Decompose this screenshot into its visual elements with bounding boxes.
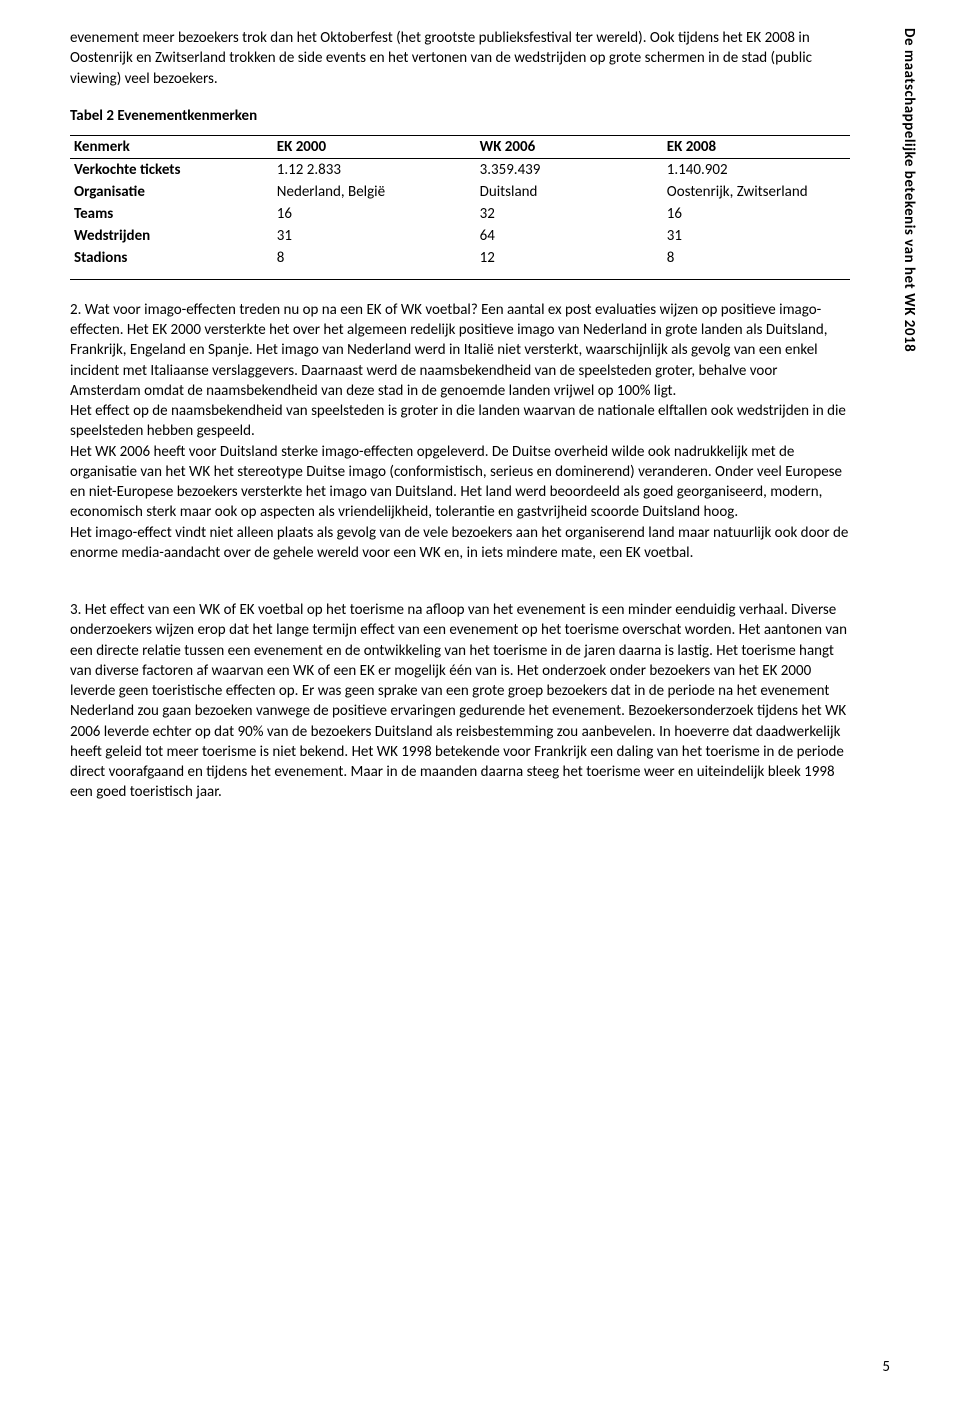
section-3: 3. Het effect van een WK of EK voetbal o… (70, 600, 850, 803)
table-cell: Teams (70, 203, 273, 225)
table-cell: 8 (663, 247, 850, 280)
table-cell: Wedstrijden (70, 225, 273, 247)
section-2: 2. Wat voor imago-effecten treden nu op … (70, 300, 850, 563)
intro-text: evenement meer bezoekers trok dan het Ok… (70, 28, 850, 89)
table-row: Stadions 8 12 8 (70, 247, 850, 280)
table-cell: Duitsland (476, 181, 663, 203)
table-cell: 1.12 2.833 (273, 158, 476, 181)
document-content: evenement meer bezoekers trok dan het Ok… (70, 28, 850, 803)
table-cell: 16 (273, 203, 476, 225)
table-cell: Oostenrijk, Zwitserland (663, 181, 850, 203)
table-header: EK 2000 (273, 135, 476, 158)
section3-p1: 3. Het effect van een WK of EK voetbal o… (70, 600, 850, 803)
table-cell: 16 (663, 203, 850, 225)
event-characteristics-table: Kenmerk EK 2000 WK 2006 EK 2008 Verkocht… (70, 135, 850, 280)
table-cell: 1.140.902 (663, 158, 850, 181)
intro-paragraph: evenement meer bezoekers trok dan het Ok… (70, 28, 850, 89)
section2-p2: Het effect op de naamsbekendheid van spe… (70, 401, 850, 442)
table-header: WK 2006 (476, 135, 663, 158)
table-cell: Nederland, België (273, 181, 476, 203)
table-cell: 12 (476, 247, 663, 280)
table-cell: Verkochte tickets (70, 158, 273, 181)
table-cell: Stadions (70, 247, 273, 280)
table-header: Kenmerk (70, 135, 273, 158)
table-cell: 31 (273, 225, 476, 247)
table-cell: Organisatie (70, 181, 273, 203)
table-row: Teams 16 32 16 (70, 203, 850, 225)
section2-p3: Het WK 2006 heeft voor Duitsland sterke … (70, 442, 850, 523)
table-header: EK 2008 (663, 135, 850, 158)
section2-p1: 2. Wat voor imago-effecten treden nu op … (70, 300, 850, 401)
table-cell: 31 (663, 225, 850, 247)
section2-p4: Het imago-effect vindt niet alleen plaat… (70, 523, 850, 564)
table-title: Tabel 2 Evenementkenmerken (70, 107, 850, 125)
table-cell: 64 (476, 225, 663, 247)
page-number: 5 (882, 1358, 890, 1376)
table-header-row: Kenmerk EK 2000 WK 2006 EK 2008 (70, 135, 850, 158)
sidebar-title: De maatschappelijke betekenis van het WK… (900, 28, 918, 352)
table-row: Organisatie Nederland, België Duitsland … (70, 181, 850, 203)
table-cell: 32 (476, 203, 663, 225)
table-cell: 8 (273, 247, 476, 280)
table-cell: 3.359.439 (476, 158, 663, 181)
table-row: Wedstrijden 31 64 31 (70, 225, 850, 247)
table-row: Verkochte tickets 1.12 2.833 3.359.439 1… (70, 158, 850, 181)
